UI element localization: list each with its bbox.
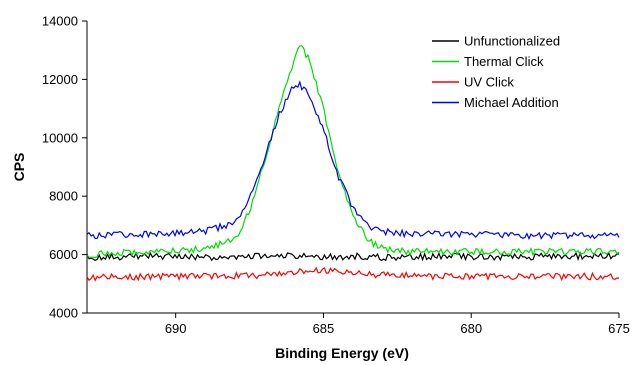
y-tick-label: 10000 [42,130,78,145]
tick-labels: 4000 6000 8000 10000 12000 14000 690 685 680 675 [42,14,630,337]
x-tick-label: 685 [313,321,335,336]
legend-label: UV Click [464,75,514,90]
series-line-unfunctionalized [86,251,620,262]
y-tick-label: 8000 [49,189,78,204]
legend-label: Thermal Click [464,54,544,69]
y-axis-title: CPS [11,153,27,182]
x-tick-label: 675 [608,321,630,336]
series-line-thermal-click [86,45,620,259]
legend-label: Michael Addition [464,95,559,110]
x-tick-label: 690 [165,321,187,336]
series-line-michael-addition [86,80,620,241]
axes [82,20,620,318]
series-line-uv-click [86,266,620,282]
x-tick-label: 680 [460,321,482,336]
y-tick-label: 4000 [49,306,78,321]
y-tick-label: 6000 [49,247,78,262]
series-layer [86,45,620,282]
legend: Unfunctionalized Thermal Click UV Click Mic… [432,34,560,110]
y-tick-label: 12000 [42,72,78,87]
y-tick-label: 14000 [42,14,78,29]
legend-label: Unfunctionalized [464,34,560,49]
x-axis-title: Binding Energy (eV) [275,345,409,361]
